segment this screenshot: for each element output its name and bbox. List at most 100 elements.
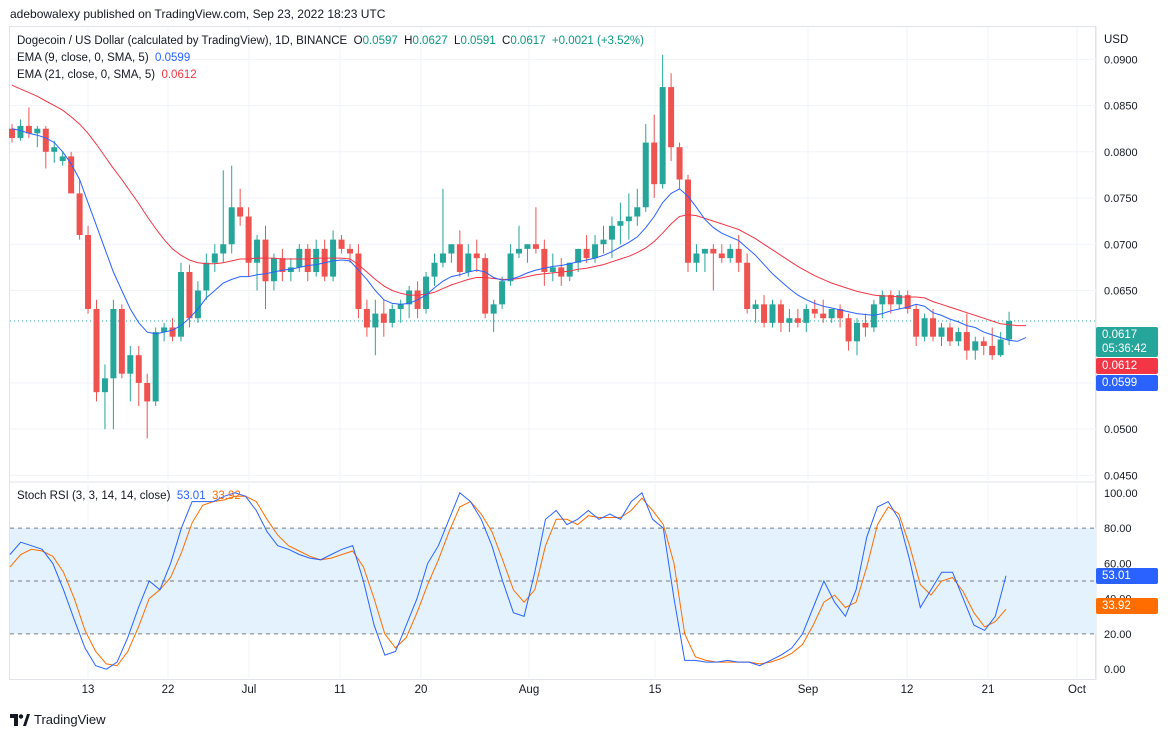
candle-body [862,322,869,328]
close-label: C [502,35,511,47]
candle-body [600,239,607,245]
candle-body [701,248,708,254]
candle-body [946,327,953,342]
candle-body [270,258,277,282]
candle-body [482,258,489,314]
candle-body [254,239,261,263]
currency-label: USD [1104,34,1129,46]
candle-body [879,295,886,305]
candle-body [854,322,860,342]
candle-body [516,248,522,254]
ema9-label: EMA (9, close, 0, SMA, 5) [17,52,149,64]
candle-body [296,248,303,268]
candle-body [355,253,362,309]
time-tick-label: 11 [334,684,346,696]
candle-body [769,304,776,323]
candle-body [811,308,818,314]
candle-body [347,248,353,254]
ema21-label: EMA (21, close, 0, SMA, 5) [17,69,156,81]
ema9-tag: 0.0599 [1096,375,1158,391]
candle-body [389,308,396,323]
candle-body [203,262,210,291]
candle-body [786,318,793,323]
candle-body [592,244,599,259]
tradingview-logo-icon [10,713,30,726]
ema21-line [11,84,1026,327]
candle-body [51,147,58,152]
high-label: H [404,35,413,47]
high-value: 0.0627 [412,35,448,47]
tradingview-logo[interactable]: TradingView [10,712,106,727]
stoch-d-line [9,495,1007,667]
candle-body [465,253,472,272]
open-value: 0.0597 [362,35,398,47]
candle-body [110,308,117,379]
candle-body [211,253,218,263]
time-tick-label: Sep [798,684,818,696]
candle-body [887,295,894,305]
candle-body [490,304,497,314]
time-tick-label: 22 [162,684,175,696]
stoch-label: Stoch RSI (3, 3, 14, 14, close) [17,490,171,502]
price-tick-label: 0.0900 [1104,54,1138,66]
ema21-tag: 0.0612 [1096,358,1158,374]
candle-body [313,248,320,272]
candle-body [127,355,134,374]
candle-body [820,313,827,319]
candle-body [938,327,945,337]
ema9-legend: EMA (9, close, 0, SMA, 5) 0.0599 [17,52,190,64]
candle-body [727,248,734,259]
candle-body [161,327,168,333]
publisher-line: adebowalexy published on TradingView.com… [10,7,386,21]
candle-body [617,221,624,226]
stoch-tick-label: 100.00 [1104,488,1138,500]
candle-body [76,193,83,236]
stoch-k-tag: 53.01 [1096,568,1158,584]
candle-body [279,258,286,272]
ema9-value: 0.0599 [155,52,191,64]
candle-body [752,304,759,309]
candle-body [17,125,24,138]
candle-body [1006,320,1013,340]
open-label: O [353,35,363,47]
tradingview-brand: TradingView [34,712,106,727]
candle-body [456,244,463,272]
last-price-value: 0.0617 [1102,329,1138,341]
candle-body [237,207,244,217]
candle-body [304,248,311,272]
candle-body [955,332,962,342]
candle-body [532,244,539,249]
price-tick-label: 0.0500 [1104,424,1138,436]
candle-body [245,216,252,263]
candle-body [625,216,632,222]
candle-body [363,308,370,328]
candle-body [144,382,151,402]
candle-body [220,244,227,254]
candle-body [997,339,1004,356]
stoch-tick-label: 20.00 [1104,629,1132,641]
time-tick-label: Oct [1068,684,1087,696]
candle-body [575,248,582,263]
candle-body [93,308,100,393]
candle-body [651,142,658,185]
candle-body [845,318,852,342]
candle-body [25,125,32,134]
price-tick-label: 0.0650 [1104,285,1138,297]
candle-body [135,355,142,383]
candle-body [262,239,269,282]
candle-body [423,276,430,309]
candle-body [541,248,548,272]
price-tick-label: 0.0700 [1104,239,1138,251]
ema9-line [11,128,1027,342]
candle-body [921,318,928,337]
candle-body [803,308,810,323]
candle-body [338,239,345,249]
price-tick-label: 0.0750 [1104,193,1138,205]
candle-body [896,295,903,305]
candle-body [972,341,979,351]
candle-body [718,253,725,259]
candle-body [777,304,784,323]
candle-body [397,304,404,309]
candle-body [608,225,615,240]
